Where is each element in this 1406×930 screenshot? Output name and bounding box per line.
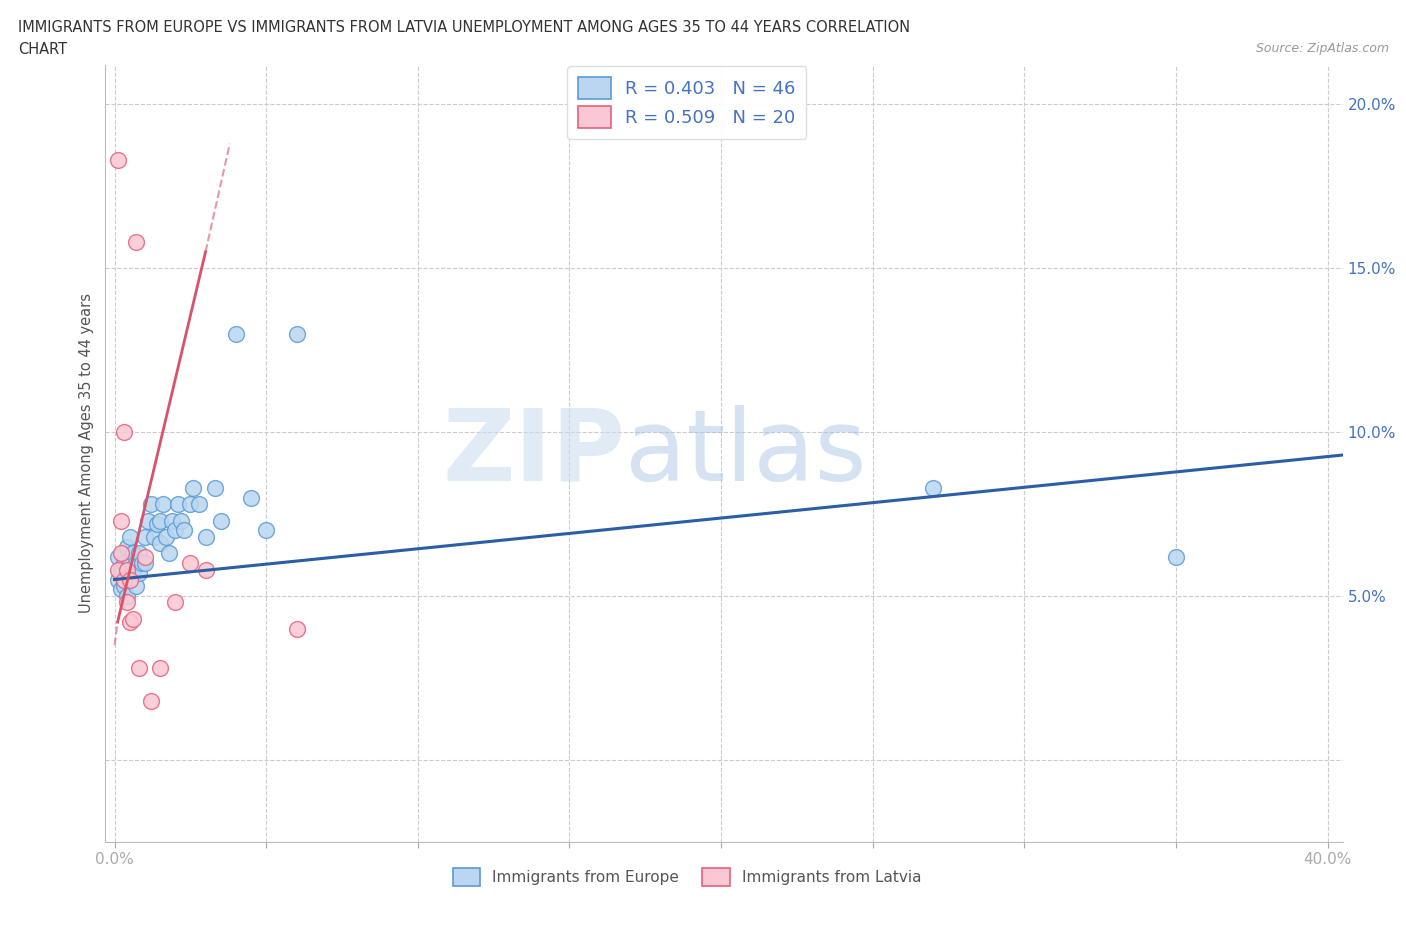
Point	[125, 234, 148, 249]
Point	[1164, 549, 1187, 564]
Point	[167, 497, 190, 512]
Point	[139, 694, 162, 709]
Point	[170, 513, 193, 528]
Point	[165, 523, 187, 538]
Point	[118, 615, 141, 630]
Point	[188, 497, 211, 512]
Point	[110, 582, 132, 597]
Point	[160, 513, 183, 528]
Point	[118, 572, 141, 587]
Point	[107, 153, 129, 167]
Point	[125, 556, 148, 571]
Point	[134, 556, 156, 571]
Point	[165, 595, 187, 610]
Point	[112, 556, 135, 571]
Point	[128, 660, 150, 675]
Point	[240, 490, 263, 505]
Point	[115, 539, 138, 554]
Point	[285, 326, 308, 341]
Point	[115, 589, 138, 604]
Point	[225, 326, 247, 341]
Point	[112, 425, 135, 440]
Point	[152, 497, 174, 512]
Point	[115, 563, 138, 578]
Point	[922, 480, 945, 495]
Point	[204, 480, 226, 495]
Point	[183, 480, 205, 495]
Point	[110, 563, 132, 578]
Text: Source: ZipAtlas.com: Source: ZipAtlas.com	[1256, 42, 1389, 55]
Point	[194, 529, 217, 544]
Point	[143, 529, 166, 544]
Point	[179, 497, 201, 512]
Point	[134, 549, 156, 564]
Point	[173, 523, 195, 538]
Point	[139, 497, 162, 512]
Text: atlas: atlas	[626, 405, 866, 502]
Point	[128, 546, 150, 561]
Text: IMMIGRANTS FROM EUROPE VS IMMIGRANTS FROM LATVIA UNEMPLOYMENT AMONG AGES 35 TO 4: IMMIGRANTS FROM EUROPE VS IMMIGRANTS FRO…	[18, 20, 911, 35]
Point	[149, 513, 172, 528]
Point	[121, 565, 143, 580]
Point	[121, 546, 143, 561]
Point	[107, 549, 129, 564]
Point	[118, 529, 141, 544]
Point	[110, 546, 132, 561]
Point	[110, 513, 132, 528]
Point	[209, 513, 232, 528]
Point	[136, 513, 159, 528]
Point	[131, 556, 153, 571]
Point	[107, 572, 129, 587]
Point	[134, 529, 156, 544]
Point	[112, 578, 135, 593]
Point	[194, 563, 217, 578]
Point	[146, 516, 169, 531]
Text: CHART: CHART	[18, 42, 67, 57]
Point	[112, 572, 135, 587]
Point	[149, 660, 172, 675]
Point	[155, 529, 177, 544]
Point	[107, 563, 129, 578]
Text: ZIP: ZIP	[443, 405, 626, 502]
Point	[128, 565, 150, 580]
Point	[118, 556, 141, 571]
Point	[149, 536, 172, 551]
Y-axis label: Unemployment Among Ages 35 to 44 years: Unemployment Among Ages 35 to 44 years	[79, 293, 94, 614]
Point	[179, 556, 201, 571]
Point	[254, 523, 277, 538]
Point	[157, 546, 180, 561]
Point	[285, 621, 308, 636]
Point	[121, 611, 143, 626]
Point	[115, 565, 138, 580]
Point	[125, 578, 148, 593]
Legend: Immigrants from Europe, Immigrants from Latvia: Immigrants from Europe, Immigrants from …	[447, 861, 928, 892]
Point	[115, 595, 138, 610]
